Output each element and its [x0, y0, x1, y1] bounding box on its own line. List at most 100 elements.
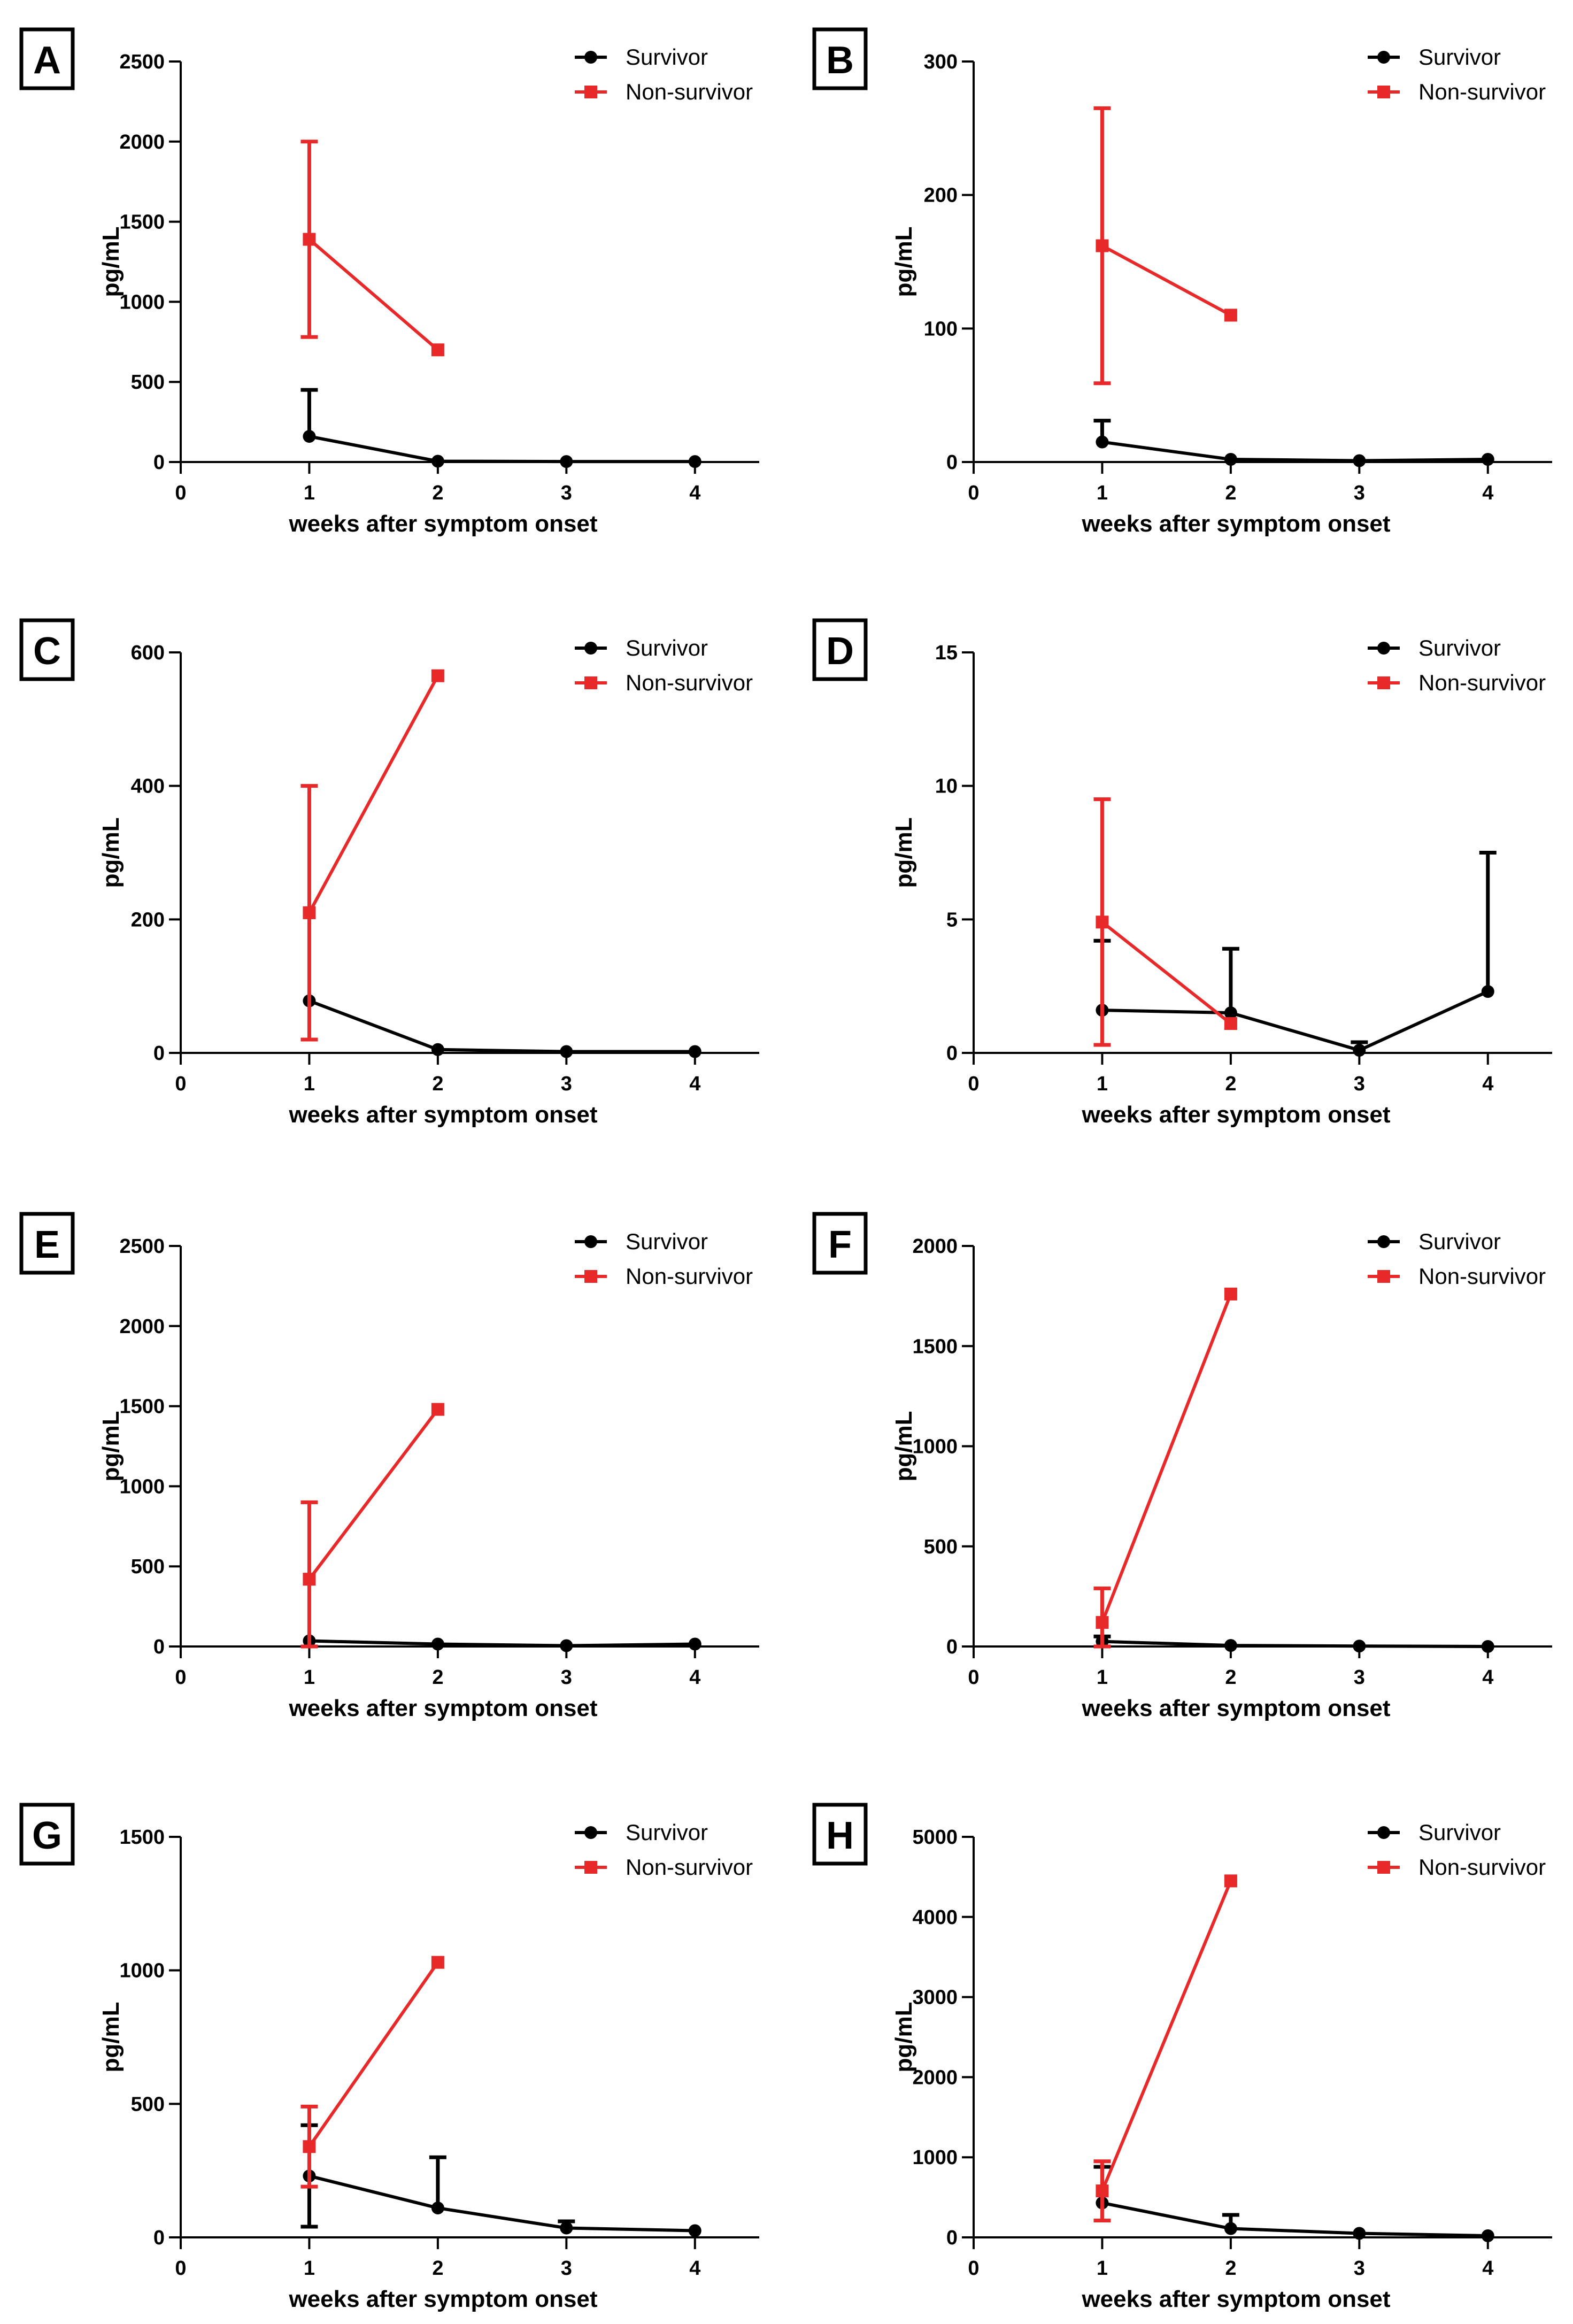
data-point	[303, 430, 316, 443]
legend-marker	[584, 86, 597, 98]
data-point	[1224, 1639, 1237, 1652]
y-tick-label: 2000	[912, 1235, 958, 1258]
data-point	[431, 669, 444, 682]
panel-C: C 0 200 400 600 0 1 2 3 4 weeks after symptom onse…	[19, 618, 759, 1128]
panel-B: B 0 100 200 300 0 1 2 3 4 weeks after symptom onse…	[812, 27, 1552, 537]
legend-label: Survivor	[1418, 1820, 1501, 1845]
series-survivor	[1093, 1634, 1494, 1653]
y-tick-label: 5000	[912, 1826, 958, 1849]
y-tick-label: 500	[924, 1536, 958, 1558]
y-tick-label: 0	[153, 451, 165, 474]
legend-marker	[1377, 676, 1390, 689]
legend-marker	[584, 1270, 597, 1283]
x-tick-label: 4	[689, 2257, 700, 2280]
x-tick-label: 3	[1354, 1666, 1365, 1689]
legend-item-non-survivor: Non-survivor	[1368, 79, 1546, 104]
x-tick-label: 2	[1225, 1073, 1236, 1095]
legend-marker	[1377, 1861, 1390, 1874]
series-non-survivor	[300, 669, 444, 1042]
data-point	[560, 1045, 573, 1058]
legend-label: Survivor	[626, 44, 708, 70]
legend-marker	[584, 642, 597, 655]
series-non-survivor	[1093, 797, 1237, 1047]
x-tick-label: 0	[175, 1073, 186, 1095]
legend-marker	[584, 51, 597, 64]
y-tick-label: 2500	[119, 51, 165, 73]
data-point	[1224, 1874, 1237, 1888]
y-tick-label: 1000	[119, 1475, 165, 1498]
panel-letter: B	[826, 39, 854, 82]
y-tick-label: 0	[153, 2227, 165, 2249]
x-tick-label: 3	[561, 1666, 572, 1689]
legend-item-survivor: Survivor	[575, 1229, 708, 1254]
legend-label: Non-survivor	[1418, 670, 1546, 695]
series-survivor	[303, 994, 701, 1058]
x-axis-title: weeks after symptom onset	[288, 1695, 597, 1721]
x-tick-label: 1	[304, 2257, 315, 2280]
legend-label: Non-survivor	[626, 1854, 753, 1880]
y-axis-title: pg/mL	[891, 1411, 917, 1482]
legend-marker	[1377, 1235, 1390, 1248]
data-point	[431, 1956, 444, 1969]
data-point	[1353, 1044, 1366, 1057]
panel-letter: E	[34, 1223, 60, 1266]
legend-marker	[1377, 1826, 1390, 1839]
x-tick-label: 1	[1097, 1073, 1108, 1095]
y-tick-label: 1000	[119, 1960, 165, 1982]
series-non-survivor	[300, 140, 444, 357]
legend-label: Non-survivor	[1418, 79, 1546, 104]
y-axis-title: pg/mL	[891, 2002, 917, 2073]
panel-D: D 0 5 10 15 0 1 2 3 4 weeks after symptom onset pg/…	[812, 618, 1552, 1128]
panel-letter: H	[826, 1814, 854, 1857]
x-tick-label: 2	[1225, 1666, 1236, 1689]
legend-marker	[584, 1235, 597, 1248]
data-point	[688, 2224, 701, 2237]
panel-letter: F	[828, 1223, 852, 1266]
x-tick-label: 0	[968, 1666, 979, 1689]
x-tick-label: 1	[1097, 1666, 1108, 1689]
panel-letter-box	[19, 27, 75, 90]
series-line	[309, 2174, 695, 2233]
legend-item-survivor: Survivor	[575, 635, 708, 660]
y-tick-label: 200	[131, 909, 165, 931]
data-point	[560, 2221, 573, 2235]
y-tick-label: 2000	[912, 2066, 958, 2089]
x-axis-title: weeks after symptom onset	[1081, 511, 1390, 537]
legend-item-survivor: Survivor	[575, 44, 708, 70]
data-point	[560, 455, 573, 468]
legend-label: Non-survivor	[626, 1264, 753, 1289]
data-point	[1224, 2222, 1237, 2235]
legend-item-survivor: Survivor	[575, 1820, 708, 1845]
legend-item-survivor: Survivor	[1368, 44, 1501, 70]
x-tick-label: 2	[432, 1666, 443, 1689]
data-point	[1096, 239, 1109, 252]
legend-item-survivor: Survivor	[1368, 635, 1501, 660]
x-tick-label: 1	[304, 1073, 315, 1095]
panel-G: G 0 500 1000 1500 0 1 2 3 4 weeks after symptom on…	[19, 1803, 759, 2312]
y-axis-title: pg/mL	[98, 2002, 124, 2073]
data-point	[1481, 1640, 1494, 1653]
data-point	[431, 1403, 444, 1416]
panel-A: A 0 500 1000 1500 2000 2500 0 1 2 3 4 weeks after sy…	[19, 27, 759, 537]
series-line	[1101, 244, 1232, 317]
legend-marker	[1377, 51, 1390, 64]
series-line	[1102, 440, 1488, 463]
y-tick-label: 1500	[119, 211, 165, 234]
x-tick-label: 4	[689, 1666, 700, 1689]
y-tick-label: 0	[946, 451, 958, 474]
x-tick-label: 3	[1354, 1073, 1365, 1095]
series-survivor	[1093, 419, 1494, 467]
data-point	[1096, 2184, 1109, 2198]
panel-letter: A	[33, 39, 61, 82]
x-tick-label: 0	[968, 1073, 979, 1095]
data-point	[431, 2202, 444, 2215]
data-point	[303, 1573, 316, 1586]
y-tick-label: 5	[946, 909, 958, 931]
series-survivor	[303, 1634, 701, 1652]
series-line	[1100, 1880, 1232, 2192]
x-tick-label: 1	[304, 482, 315, 504]
x-tick-label: 0	[175, 482, 186, 504]
legend-item-survivor: Survivor	[1368, 1229, 1501, 1254]
y-tick-label: 15	[935, 642, 958, 664]
